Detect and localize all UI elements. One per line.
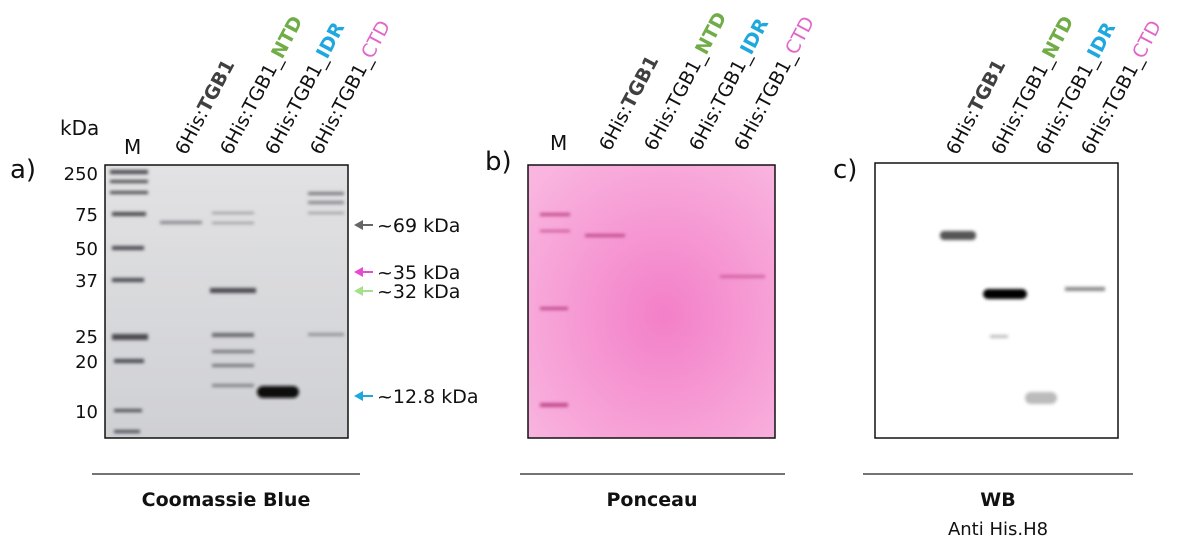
coomassie-gel <box>105 165 348 438</box>
lane-name: TGB1 <box>965 56 1011 116</box>
marker-lane-label: M <box>550 131 567 155</box>
ponceau-membrane <box>528 165 775 438</box>
panel-letter: a) <box>10 155 36 185</box>
lane-name: TGB1 <box>618 52 664 112</box>
marker-label: 50 <box>75 239 98 260</box>
arrow-head <box>354 220 363 230</box>
subcaption: Anti His.H8 <box>948 519 1048 540</box>
marker-label: 75 <box>75 205 98 226</box>
size-annotation: ~32 kDa <box>377 281 460 303</box>
lane-name: IDR <box>312 18 349 62</box>
caption: Ponceau <box>606 489 697 511</box>
marker-label: 25 <box>75 327 98 348</box>
lane-name: IDR <box>1083 18 1120 62</box>
size-annotation: ~12.8 kDa <box>377 386 479 408</box>
marker-label: 37 <box>75 271 98 292</box>
caption: Coomassie Blue <box>142 489 311 511</box>
marker-lane-label: M <box>124 135 141 159</box>
lane-name: NTD <box>267 12 307 62</box>
arrow-head <box>354 267 363 277</box>
lane-name: NTD <box>1038 12 1078 62</box>
lane-name: TGB1 <box>194 56 240 116</box>
marker-label: 20 <box>75 352 98 373</box>
lane-name: CTD <box>357 17 395 62</box>
arrow-head <box>354 391 363 401</box>
caption: WB <box>980 489 1015 511</box>
lane-name: NTD <box>691 8 731 58</box>
wb-membrane <box>875 163 1118 438</box>
lane-name: CTD <box>1128 17 1166 62</box>
panel-letter: b) <box>485 147 512 177</box>
figure: Coomassie Blue Ponceau WB Anti His.H8 a)… <box>0 0 1198 542</box>
lane-name: CTD <box>781 13 819 58</box>
lane-name: IDR <box>736 14 773 58</box>
panel-letter: c) <box>833 155 857 185</box>
arrow-head <box>354 286 363 296</box>
marker-label: 250 <box>64 164 98 185</box>
marker-label: 10 <box>75 402 98 423</box>
units-label: kDa <box>60 116 99 140</box>
size-annotation: ~69 kDa <box>377 215 460 237</box>
